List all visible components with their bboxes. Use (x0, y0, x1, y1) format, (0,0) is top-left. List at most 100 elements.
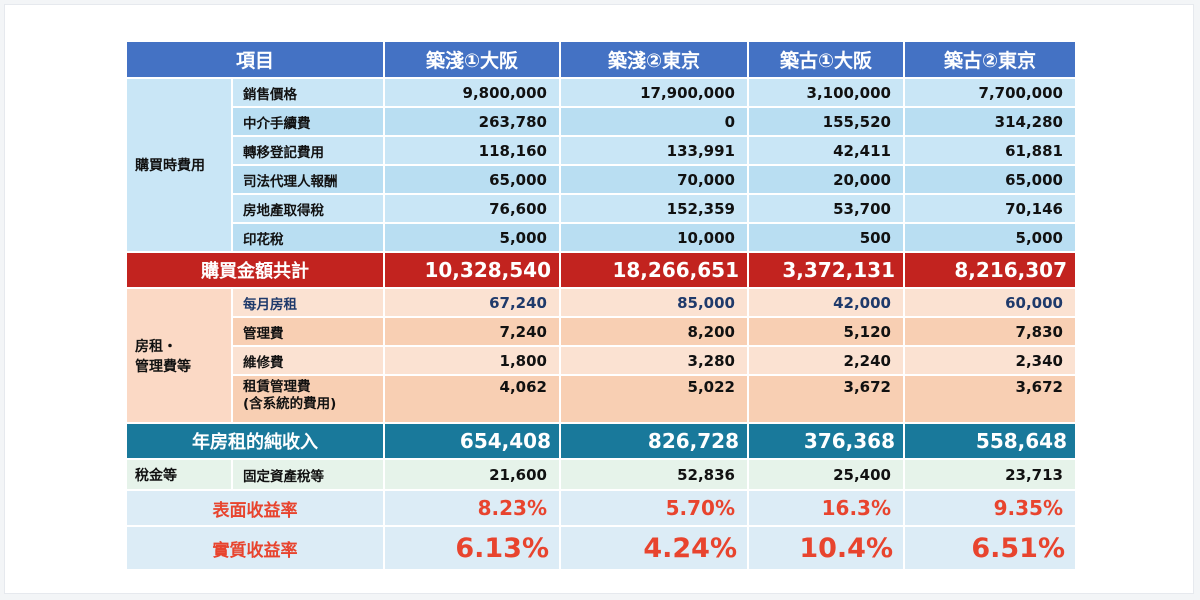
gross-yield-value: 9.35% (905, 491, 1075, 525)
header-col-2: 築淺②東京 (561, 42, 747, 77)
cost-comparison-table: 項目 築淺①大阪 築淺②東京 築古①大阪 築古②東京 購買時費用 銷售價格 9,… (125, 40, 1077, 571)
cell: 7,830 (905, 318, 1075, 345)
real-yield-value: 4.24% (561, 527, 747, 569)
cell: 53,700 (749, 195, 903, 222)
row-label-line1: 租賃管理費 (243, 379, 311, 395)
cell: 2,240 (749, 347, 903, 374)
cell: 42,000 (749, 289, 903, 316)
cell: 25,400 (749, 460, 903, 489)
cell: 5,022 (561, 376, 747, 422)
header-col-1: 築淺①大阪 (385, 42, 559, 77)
real-yield-row: 實質收益率 6.13% 4.24% 10.4% 6.51% (127, 527, 1075, 569)
net-income-value: 826,728 (561, 424, 747, 458)
cell: 17,900,000 (561, 79, 747, 106)
net-income-value: 654,408 (385, 424, 559, 458)
cell: 3,672 (749, 376, 903, 422)
cell: 23,713 (905, 460, 1075, 489)
table-row: 管理費 7,240 8,200 5,120 7,830 (127, 318, 1075, 345)
cell: 10,000 (561, 224, 747, 251)
table-row: 租賃管理費 (含系統的費用) 4,062 5,022 3,672 3,672 (127, 376, 1075, 422)
cell: 152,359 (561, 195, 747, 222)
total-value: 3,372,131 (749, 253, 903, 287)
cell: 65,000 (905, 166, 1075, 193)
real-yield-value: 6.51% (905, 527, 1075, 569)
cell: 42,411 (749, 137, 903, 164)
gross-yield-value: 5.70% (561, 491, 747, 525)
cell: 85,000 (561, 289, 747, 316)
row-label: 管理費 (233, 318, 383, 345)
rent-category-line2: 管理費等 (135, 358, 191, 375)
cell: 263,780 (385, 108, 559, 135)
cell: 3,100,000 (749, 79, 903, 106)
total-value: 10,328,540 (385, 253, 559, 287)
gross-yield-label: 表面收益率 (127, 491, 383, 525)
table-row: 房地產取得稅 76,600 152,359 53,700 70,146 (127, 195, 1075, 222)
gross-yield-row: 表面收益率 8.23% 5.70% 16.3% 9.35% (127, 491, 1075, 525)
table-row: 購買時費用 銷售價格 9,800,000 17,900,000 3,100,00… (127, 79, 1075, 251)
header-col-3: 築古①大阪 (749, 42, 903, 77)
cell: 60,000 (905, 289, 1075, 316)
cell: 21,600 (385, 460, 559, 489)
net-income-value: 558,648 (905, 424, 1075, 458)
cell: 3,672 (905, 376, 1075, 422)
net-income-value: 376,368 (749, 424, 903, 458)
cell: 65,000 (385, 166, 559, 193)
cell: 67,240 (385, 289, 559, 316)
real-yield-value: 6.13% (385, 527, 559, 569)
row-label-line2: (含系統的費用) (243, 396, 337, 412)
cell: 9,800,000 (385, 79, 559, 106)
cell: 133,991 (561, 137, 747, 164)
cell: 52,836 (561, 460, 747, 489)
total-value: 18,266,651 (561, 253, 747, 287)
cell: 61,881 (905, 137, 1075, 164)
real-yield-label: 實質收益率 (127, 527, 383, 569)
row-label: 租賃管理費 (含系統的費用) (233, 376, 383, 422)
row-label: 轉移登記費用 (233, 137, 383, 164)
gross-yield-value: 16.3% (749, 491, 903, 525)
cell: 1,800 (385, 347, 559, 374)
cell: 314,280 (905, 108, 1075, 135)
header-col-4: 築古②東京 (905, 42, 1075, 77)
row-label: 銷售價格 (233, 79, 383, 106)
cell: 3,280 (561, 347, 747, 374)
cell: 500 (749, 224, 903, 251)
table-row: 房租・ 管理費等 每月房租 67,240 85,000 42,000 60,00… (127, 289, 1075, 422)
row-label: 房地產取得稅 (233, 195, 383, 222)
row-label: 中介手續費 (233, 108, 383, 135)
cell: 118,160 (385, 137, 559, 164)
tax-row: 稅金等 固定資產稅等 21,600 52,836 25,400 23,713 (127, 460, 1075, 489)
header-row: 項目 築淺①大阪 築淺②東京 築古①大阪 築古②東京 (127, 42, 1075, 77)
row-label: 印花稅 (233, 224, 383, 251)
total-row: 購買金額共計 10,328,540 18,266,651 3,372,131 8… (127, 253, 1075, 287)
cell: 155,520 (749, 108, 903, 135)
cell: 70,146 (905, 195, 1075, 222)
purchase-category: 購買時費用 (127, 79, 231, 251)
cell: 70,000 (561, 166, 747, 193)
rent-category: 房租・ 管理費等 (127, 289, 231, 422)
cell: 0 (561, 108, 747, 135)
real-yield-value: 10.4% (749, 527, 903, 569)
cell: 5,120 (749, 318, 903, 345)
cell: 76,600 (385, 195, 559, 222)
total-value: 8,216,307 (905, 253, 1075, 287)
tax-category: 稅金等 (127, 460, 231, 489)
table-row: 維修費 1,800 3,280 2,240 2,340 (127, 347, 1075, 374)
cell: 4,062 (385, 376, 559, 422)
cell: 5,000 (905, 224, 1075, 251)
table-row: 轉移登記費用 118,160 133,991 42,411 61,881 (127, 137, 1075, 164)
row-label: 固定資產稅等 (233, 460, 383, 489)
rent-category-line1: 房租・ (135, 338, 177, 355)
row-label: 司法代理人報酬 (233, 166, 383, 193)
cell: 7,240 (385, 318, 559, 345)
header-item: 項目 (127, 42, 383, 77)
cell: 7,700,000 (905, 79, 1075, 106)
cell: 8,200 (561, 318, 747, 345)
total-label: 購買金額共計 (127, 253, 383, 287)
row-label: 維修費 (233, 347, 383, 374)
cell: 2,340 (905, 347, 1075, 374)
net-income-row: 年房租的純收入 654,408 826,728 376,368 558,648 (127, 424, 1075, 458)
table-row: 中介手續費 263,780 0 155,520 314,280 (127, 108, 1075, 135)
cell: 5,000 (385, 224, 559, 251)
table-row: 印花稅 5,000 10,000 500 5,000 (127, 224, 1075, 251)
cell: 20,000 (749, 166, 903, 193)
